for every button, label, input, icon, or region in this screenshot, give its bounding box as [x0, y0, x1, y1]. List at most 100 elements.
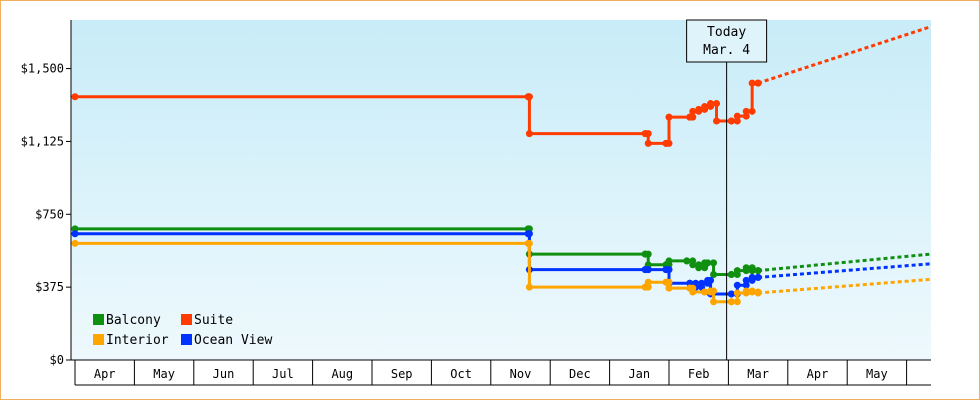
- data-point: [742, 264, 750, 272]
- data-point: [525, 283, 533, 291]
- x-tick-label: Apr: [94, 367, 116, 381]
- series-interior: [71, 239, 931, 306]
- data-point: [733, 117, 741, 125]
- legend-label: Interior: [106, 333, 169, 348]
- today-box: [686, 19, 768, 63]
- data-point: [710, 259, 718, 267]
- data-point: [525, 230, 533, 238]
- data-point: [727, 298, 735, 306]
- legend-swatch: [93, 334, 104, 345]
- y-tick-label: $1,125: [21, 134, 64, 148]
- x-tick-label: Mar: [747, 367, 769, 381]
- data-point: [754, 289, 762, 297]
- y-tick-label: $1,500: [21, 62, 64, 76]
- data-point: [689, 113, 697, 121]
- legend-swatch: [181, 314, 192, 325]
- data-point: [689, 107, 697, 115]
- x-tick-label: Jun: [213, 367, 235, 381]
- data-point: [707, 100, 715, 108]
- x-tick-label: Dec: [569, 367, 591, 381]
- data-point: [713, 100, 721, 108]
- today-marker: Today Mar. 4: [686, 19, 768, 360]
- data-point: [713, 117, 721, 125]
- data-point: [525, 93, 533, 101]
- data-point: [683, 257, 691, 265]
- data-point: [665, 284, 673, 292]
- data-point: [710, 298, 718, 306]
- data-point: [525, 239, 533, 247]
- x-tick-label: Aug: [331, 367, 353, 381]
- legend-label: Ocean View: [194, 333, 272, 348]
- data-point: [742, 276, 750, 284]
- data-point: [727, 290, 735, 298]
- data-point: [644, 130, 652, 138]
- data-point: [698, 279, 706, 287]
- data-point: [695, 264, 703, 272]
- data-point: [665, 257, 673, 265]
- data-point: [733, 267, 741, 275]
- data-point: [644, 266, 652, 274]
- data-point: [707, 276, 715, 284]
- y-tick-label: $375: [35, 280, 64, 294]
- x-axis: Apr May Jun Jul Aug Sep Oct Nov Dec Jan Feb Mar Apr M…: [74, 360, 931, 386]
- legend-swatch: [93, 314, 104, 325]
- data-point: [665, 139, 673, 147]
- x-tick-label: Nov: [510, 367, 532, 381]
- data-point: [733, 112, 741, 120]
- data-point: [644, 278, 652, 286]
- data-point: [71, 239, 79, 247]
- x-tick-label: May: [866, 367, 888, 381]
- series-forecast: [757, 262, 931, 279]
- data-point: [695, 105, 703, 113]
- data-point: [727, 117, 735, 125]
- x-tick-label: Feb: [688, 367, 710, 381]
- data-point: [748, 107, 756, 115]
- data-point: [71, 225, 79, 233]
- data-point: [727, 271, 735, 279]
- data-point: [710, 287, 718, 295]
- today-date: Mar. 4: [703, 43, 750, 58]
- data-point: [733, 281, 741, 289]
- data-point: [644, 283, 652, 291]
- series-forecast: [757, 25, 931, 85]
- data-point: [754, 79, 762, 87]
- plot-area: [71, 20, 931, 360]
- y-tick-label: $0: [50, 353, 64, 367]
- data-point: [71, 230, 79, 238]
- x-tick-label: Apr: [807, 367, 829, 381]
- data-point: [748, 273, 756, 281]
- data-point: [644, 139, 652, 147]
- y-tick-label: $750: [35, 207, 64, 221]
- legend-swatch: [181, 334, 192, 345]
- data-point: [665, 113, 673, 121]
- data-point: [742, 112, 750, 120]
- series-layer: [71, 25, 931, 306]
- x-tick-label: Sep: [391, 367, 413, 381]
- data-point: [742, 107, 750, 115]
- x-tick-label: May: [153, 367, 175, 381]
- data-point: [748, 267, 756, 275]
- data-point: [665, 266, 673, 274]
- x-tick-label: Oct: [450, 367, 472, 381]
- data-point: [733, 298, 741, 306]
- data-point: [754, 267, 762, 275]
- series-suite: [71, 25, 931, 147]
- series-balcony: [71, 225, 931, 279]
- data-point: [71, 93, 79, 101]
- legend-label: Suite: [194, 313, 233, 328]
- data-point: [754, 273, 762, 281]
- legend-label: Balcony: [106, 313, 161, 328]
- data-point: [644, 250, 652, 258]
- data-point: [748, 79, 756, 87]
- today-label: Today: [707, 25, 746, 40]
- x-tick-label: Jan: [628, 367, 650, 381]
- data-point: [704, 259, 712, 267]
- data-point: [689, 261, 697, 269]
- data-point: [748, 288, 756, 296]
- legend: Balcony Suite Interior Ocean View: [93, 313, 272, 348]
- data-point: [742, 281, 750, 289]
- data-point: [701, 288, 709, 296]
- data-point: [689, 288, 697, 296]
- data-point: [701, 102, 709, 110]
